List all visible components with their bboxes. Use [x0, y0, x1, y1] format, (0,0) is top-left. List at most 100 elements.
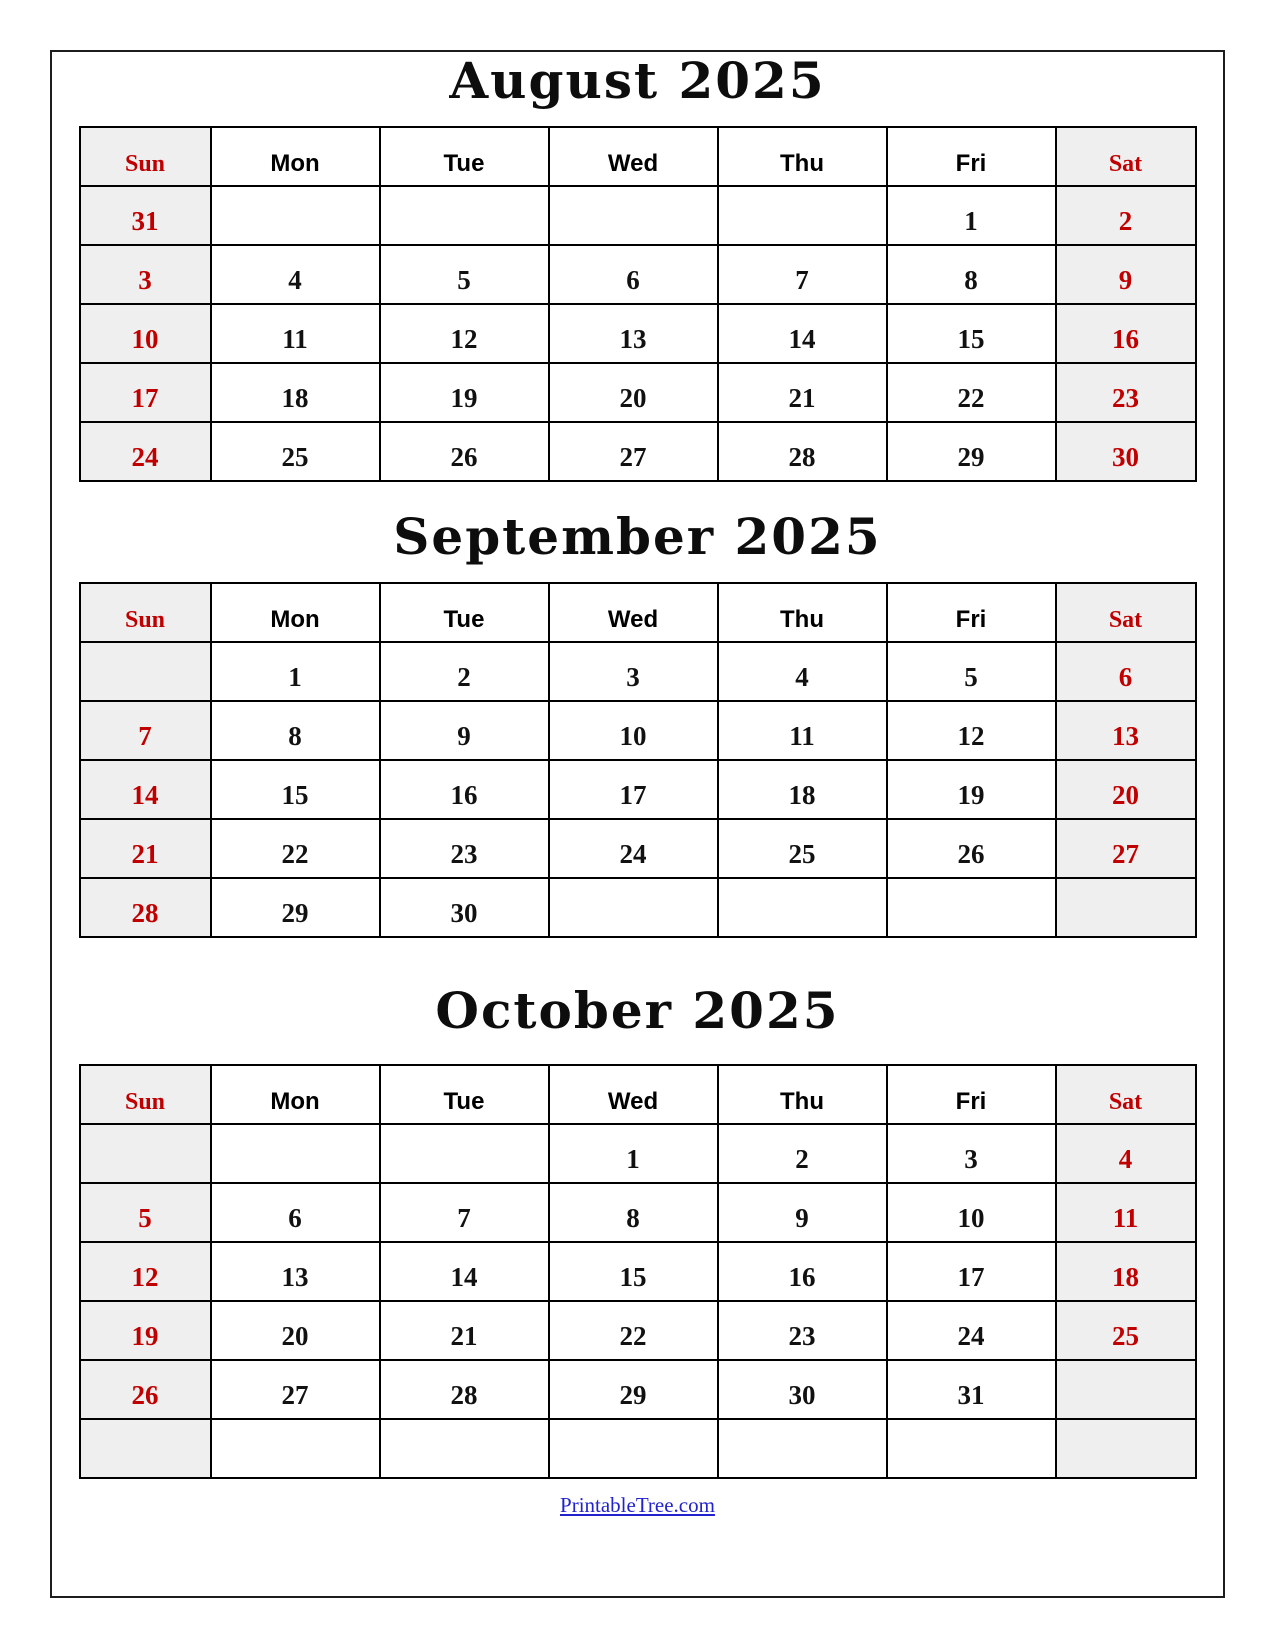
- date-cell: 4: [209, 244, 381, 305]
- date-cell: 30: [378, 877, 550, 938]
- month-section-september: September 2025 Sun Mon Tue Wed Thu Fri Sat 1 2 3 4…: [52, 508, 1223, 938]
- date-cell: 21: [78, 818, 212, 879]
- date-cell: 29: [547, 1359, 719, 1420]
- date-cell: 10: [78, 303, 212, 364]
- calendar-table-october: Sun Mon Tue Wed Thu Fri Sat 1 2 3 4 5 6 7 8 9 10 11 12 13 14…: [78, 1064, 1197, 1479]
- day-header-fri: Fri: [885, 126, 1057, 187]
- week-row: 10 11 12 13 14 15 16: [78, 303, 1197, 364]
- week-row: 31 1 2: [78, 185, 1197, 246]
- date-cell: 25: [716, 818, 888, 879]
- date-cell: 23: [378, 818, 550, 879]
- footer-link[interactable]: PrintableTree.com: [560, 1493, 715, 1517]
- date-cell: 5: [78, 1182, 212, 1243]
- date-cell: 24: [885, 1300, 1057, 1361]
- date-cell: 28: [78, 877, 212, 938]
- date-cell: 2: [378, 641, 550, 702]
- date-cell: 4: [716, 641, 888, 702]
- empty-date-cell: [716, 1418, 888, 1479]
- date-cell: 5: [885, 641, 1057, 702]
- date-cell: 19: [78, 1300, 212, 1361]
- date-cell: 3: [547, 641, 719, 702]
- date-cell: 14: [78, 759, 212, 820]
- week-row: 17 18 19 20 21 22 23: [78, 362, 1197, 423]
- date-cell: 7: [78, 700, 212, 761]
- date-cell: 19: [885, 759, 1057, 820]
- date-cell: 13: [209, 1241, 381, 1302]
- date-cell: 25: [1054, 1300, 1197, 1361]
- day-header-row: Sun Mon Tue Wed Thu Fri Sat: [78, 1064, 1197, 1125]
- day-header-mon: Mon: [209, 1064, 381, 1125]
- date-cell: 8: [547, 1182, 719, 1243]
- week-row: 28 29 30: [78, 877, 1197, 938]
- footer: PrintableTree.com: [52, 1493, 1223, 1518]
- date-cell: 17: [547, 759, 719, 820]
- calendar-table-september: Sun Mon Tue Wed Thu Fri Sat 1 2 3 4 5 6 7 8 9 10 11 12 13 14…: [78, 582, 1197, 938]
- week-row: [78, 1418, 1197, 1479]
- day-header-sun: Sun: [78, 582, 212, 643]
- date-cell: 10: [547, 700, 719, 761]
- date-cell: 16: [1054, 303, 1197, 364]
- date-cell: 18: [209, 362, 381, 423]
- week-row: 14 15 16 17 18 19 20: [78, 759, 1197, 820]
- date-cell: 9: [1054, 244, 1197, 305]
- empty-date-cell: [378, 1123, 550, 1184]
- month-title-august: August 2025: [449, 51, 826, 110]
- date-cell: 20: [209, 1300, 381, 1361]
- week-row: 7 8 9 10 11 12 13: [78, 700, 1197, 761]
- date-cell: 12: [885, 700, 1057, 761]
- date-cell: 4: [1054, 1123, 1197, 1184]
- date-cell: 5: [378, 244, 550, 305]
- date-cell: 18: [1054, 1241, 1197, 1302]
- date-cell: 14: [716, 303, 888, 364]
- date-cell: 16: [378, 759, 550, 820]
- day-header-sat: Sat: [1054, 126, 1197, 187]
- empty-date-cell: [78, 1123, 212, 1184]
- month-section-august: August 2025 Sun Mon Tue Wed Thu Fri Sat 31 1 2 3 4 5…: [52, 52, 1223, 482]
- date-cell: 14: [378, 1241, 550, 1302]
- date-cell: 2: [716, 1123, 888, 1184]
- day-header-sun: Sun: [78, 126, 212, 187]
- date-cell: 3: [78, 244, 212, 305]
- date-cell: 12: [378, 303, 550, 364]
- day-header-thu: Thu: [716, 126, 888, 187]
- week-row: 5 6 7 8 9 10 11: [78, 1182, 1197, 1243]
- date-cell: 1: [885, 185, 1057, 246]
- date-cell: 11: [1054, 1182, 1197, 1243]
- week-row: 26 27 28 29 30 31: [78, 1359, 1197, 1420]
- empty-date-cell: [716, 185, 888, 246]
- date-cell: 25: [209, 421, 381, 482]
- day-header-fri: Fri: [885, 1064, 1057, 1125]
- empty-date-cell: [1054, 1359, 1197, 1420]
- date-cell: 1: [547, 1123, 719, 1184]
- empty-date-cell: [1054, 1418, 1197, 1479]
- date-cell: 26: [885, 818, 1057, 879]
- month-title-september: September 2025: [393, 507, 882, 566]
- date-cell: 6: [547, 244, 719, 305]
- date-cell: 13: [547, 303, 719, 364]
- date-cell: 31: [78, 185, 212, 246]
- date-cell: 22: [885, 362, 1057, 423]
- day-header-wed: Wed: [547, 582, 719, 643]
- date-cell: 6: [209, 1182, 381, 1243]
- date-cell: 18: [716, 759, 888, 820]
- date-cell: 23: [716, 1300, 888, 1361]
- week-row: 12 13 14 15 16 17 18: [78, 1241, 1197, 1302]
- empty-date-cell: [78, 1418, 212, 1479]
- date-cell: 9: [716, 1182, 888, 1243]
- empty-date-cell: [547, 185, 719, 246]
- week-row: 19 20 21 22 23 24 25: [78, 1300, 1197, 1361]
- empty-date-cell: [885, 877, 1057, 938]
- date-cell: 23: [1054, 362, 1197, 423]
- month-section-october: October 2025 Sun Mon Tue Wed Thu Fri Sat 1 2 3 4 5 6…: [52, 982, 1223, 1479]
- date-cell: 24: [78, 421, 212, 482]
- day-header-row: Sun Mon Tue Wed Thu Fri Sat: [78, 582, 1197, 643]
- empty-date-cell: [547, 1418, 719, 1479]
- date-cell: 2: [1054, 185, 1197, 246]
- date-cell: 27: [209, 1359, 381, 1420]
- date-cell: 26: [378, 421, 550, 482]
- date-cell: 15: [885, 303, 1057, 364]
- empty-date-cell: [885, 1418, 1057, 1479]
- month-title-october: October 2025: [435, 981, 840, 1040]
- date-cell: 30: [1054, 421, 1197, 482]
